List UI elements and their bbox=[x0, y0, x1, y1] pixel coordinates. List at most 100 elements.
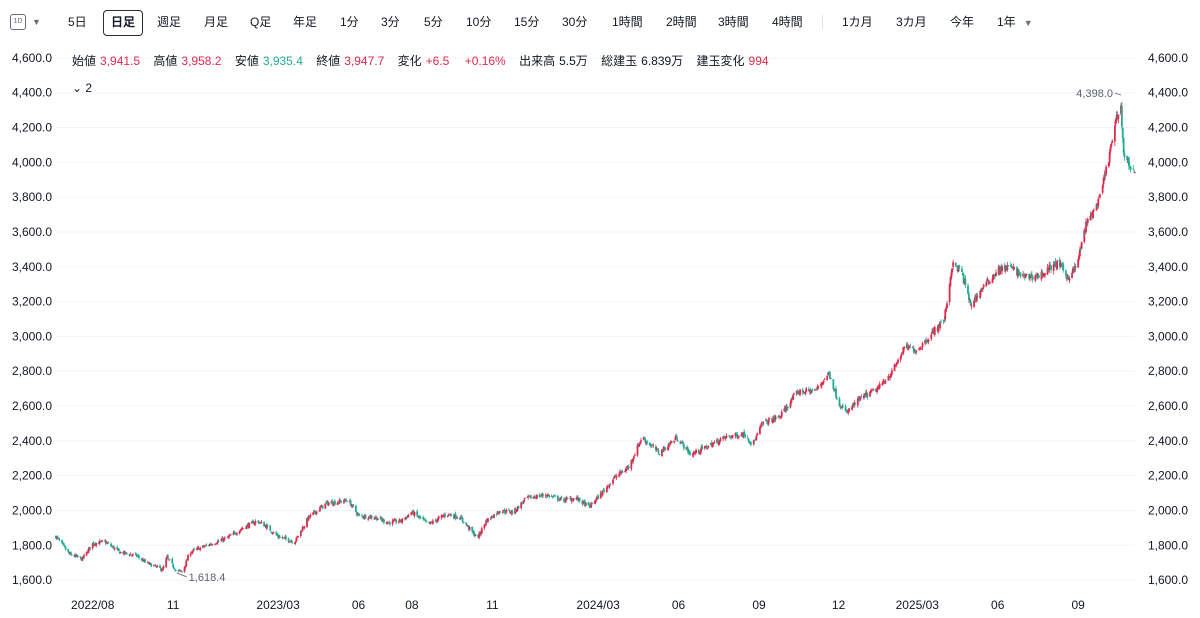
candle-body bbox=[557, 495, 559, 501]
candle-body bbox=[1127, 157, 1130, 166]
candle-body bbox=[949, 277, 952, 286]
timeframe-button-20[interactable]: 1年 ▼ bbox=[997, 15, 1033, 29]
close-label: 終値 bbox=[316, 54, 341, 68]
candle-body bbox=[217, 540, 220, 542]
timeframe-button-7[interactable]: 1分 bbox=[340, 15, 359, 29]
candle-body bbox=[338, 499, 341, 504]
candle-body bbox=[829, 377, 832, 379]
candle-body bbox=[83, 555, 85, 558]
candle-body bbox=[682, 441, 684, 444]
interval-menu[interactable]: 1D ▼ bbox=[10, 12, 41, 32]
candle-body bbox=[697, 449, 700, 453]
open-value: 3,941.5 bbox=[100, 54, 141, 68]
y-tick-label-left: 4,200.0 bbox=[12, 121, 52, 135]
timeframe-button-6[interactable]: 年足 bbox=[293, 15, 318, 29]
candle-body bbox=[557, 500, 560, 501]
candle-body bbox=[473, 535, 476, 537]
timeframe-button-9[interactable]: 5分 bbox=[424, 15, 443, 29]
candle-body bbox=[730, 436, 732, 439]
candle-body bbox=[594, 500, 597, 503]
candle-body bbox=[141, 559, 144, 561]
candle-body bbox=[105, 542, 108, 544]
candle-body bbox=[1071, 272, 1073, 279]
candle-body bbox=[343, 499, 346, 503]
candle-body bbox=[1003, 264, 1006, 271]
timeframe-button-8[interactable]: 3分 bbox=[381, 15, 400, 29]
candle-body bbox=[980, 289, 983, 292]
candle-body bbox=[636, 445, 639, 456]
candle-body bbox=[214, 544, 217, 545]
candle-body bbox=[1065, 270, 1067, 276]
timeframe-button-1[interactable]: 5日 bbox=[68, 15, 87, 29]
candle-body bbox=[717, 442, 720, 445]
candle-body bbox=[777, 415, 780, 417]
candle-body bbox=[63, 545, 66, 547]
candle-body bbox=[382, 519, 385, 523]
timeframe-button-11[interactable]: 15分 bbox=[514, 15, 540, 29]
candle-body bbox=[887, 376, 890, 381]
candle-body bbox=[1024, 274, 1027, 278]
timeframe-button-18[interactable]: 3カ月 bbox=[896, 15, 927, 29]
candle-body bbox=[805, 388, 808, 392]
x-tick-label: 2025/03 bbox=[896, 598, 940, 612]
candle-body bbox=[1123, 153, 1126, 158]
timeframe-button-19[interactable]: 今年 bbox=[950, 15, 975, 29]
candle-body bbox=[1113, 125, 1116, 142]
candle-body bbox=[651, 444, 654, 446]
candle-body bbox=[731, 435, 734, 437]
y-tick-label-right: 3,600.0 bbox=[1148, 225, 1188, 239]
candle-body bbox=[160, 570, 163, 571]
chevron-down-icon: ⌄ bbox=[72, 81, 83, 95]
timeframe-button-5[interactable]: Q足 bbox=[250, 15, 272, 29]
candle-body bbox=[446, 515, 449, 517]
candle-body bbox=[925, 339, 927, 342]
candle-body bbox=[466, 524, 468, 526]
candle-body bbox=[968, 299, 971, 301]
x-tick-label: 06 bbox=[672, 598, 686, 612]
candle-body bbox=[754, 439, 757, 441]
candle-body bbox=[913, 351, 916, 353]
timeframe-button-13[interactable]: 1時間 bbox=[612, 15, 643, 29]
candle-body bbox=[248, 522, 251, 529]
timeframe-button-4[interactable]: 月足 bbox=[204, 15, 229, 29]
y-tick-label-right: 3,400.0 bbox=[1148, 260, 1188, 274]
candle-body bbox=[587, 501, 590, 505]
candle-body bbox=[695, 449, 697, 454]
y-tick-label-left: 2,600.0 bbox=[12, 399, 52, 413]
timeframe-button-2[interactable]: 日足 bbox=[103, 10, 144, 36]
candle-body bbox=[693, 452, 696, 454]
candle-body bbox=[1010, 265, 1013, 269]
timeframe-button-12[interactable]: 30分 bbox=[562, 15, 588, 29]
candle-body bbox=[842, 405, 844, 407]
candle-body bbox=[309, 514, 312, 517]
candle-body bbox=[844, 406, 847, 412]
candle-body bbox=[138, 556, 140, 558]
timeframe-button-17[interactable]: 1カ月 bbox=[842, 15, 873, 29]
candle-body bbox=[552, 495, 555, 497]
candle-body bbox=[325, 502, 328, 504]
candle-body bbox=[752, 440, 755, 445]
candle-body bbox=[67, 548, 70, 552]
timeframe-button-3[interactable]: 週足 bbox=[157, 15, 182, 29]
timeframe-button-14[interactable]: 2時間 bbox=[666, 15, 697, 29]
candle-body bbox=[150, 563, 153, 567]
candle-body bbox=[987, 279, 990, 282]
candle-body bbox=[85, 551, 88, 556]
timeframe-button-16[interactable]: 4時間 bbox=[772, 15, 803, 29]
candle-body bbox=[1108, 152, 1111, 163]
candle-body bbox=[832, 379, 835, 389]
candle-body bbox=[1078, 255, 1080, 260]
candle-body bbox=[1115, 114, 1118, 121]
candle-body bbox=[76, 555, 79, 558]
candle-body bbox=[197, 547, 200, 549]
timeframe-button-10[interactable]: 10分 bbox=[466, 15, 492, 29]
candle-body bbox=[664, 448, 667, 451]
indicator-toggle[interactable]: ⌄ 2 bbox=[72, 81, 92, 95]
candle-body bbox=[228, 535, 231, 538]
candle-body bbox=[1104, 174, 1107, 177]
candle-body bbox=[135, 553, 138, 557]
candle-body bbox=[828, 371, 831, 379]
candle-body bbox=[1049, 264, 1052, 266]
timeframe-button-15[interactable]: 3時間 bbox=[718, 15, 749, 29]
